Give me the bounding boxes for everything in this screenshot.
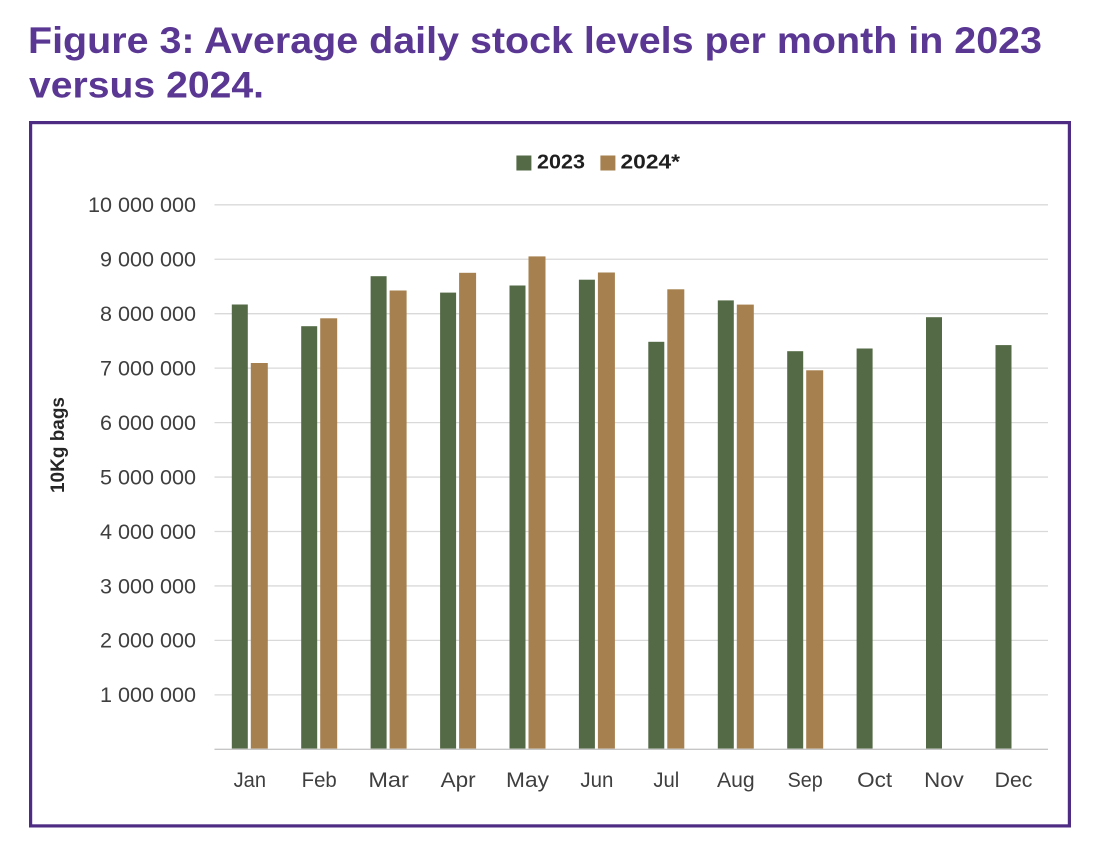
svg-text:4 000 000: 4 000 000: [100, 520, 196, 544]
svg-text:Sep: Sep: [788, 768, 823, 792]
svg-text:10 000 000: 10 000 000: [88, 193, 196, 217]
svg-text:1 000 000: 1 000 000: [100, 683, 196, 707]
svg-text:8 000 000: 8 000 000: [100, 302, 196, 326]
svg-text:10Kg bags: 10Kg bags: [47, 397, 69, 493]
svg-text:Oct: Oct: [857, 768, 892, 792]
svg-text:Apr: Apr: [441, 768, 476, 792]
svg-text:5 000 000: 5 000 000: [100, 465, 196, 489]
svg-text:2023: 2023: [537, 151, 585, 174]
svg-text:Jun: Jun: [580, 768, 613, 792]
svg-text:Feb: Feb: [302, 768, 337, 792]
svg-text:3 000 000: 3 000 000: [100, 574, 196, 598]
svg-text:Mar: Mar: [368, 768, 409, 792]
svg-text:6 000 000: 6 000 000: [100, 411, 196, 435]
svg-text:2 000 000: 2 000 000: [100, 629, 196, 653]
svg-text:Figure 3: Average daily stock: Figure 3: Average daily stock levels per…: [28, 20, 1042, 61]
svg-text:7 000 000: 7 000 000: [100, 357, 196, 381]
svg-text:Jul: Jul: [653, 768, 679, 792]
svg-text:Dec: Dec: [995, 768, 1033, 792]
svg-text:May: May: [506, 768, 549, 792]
svg-text:Jan: Jan: [234, 768, 266, 792]
svg-text:2024*: 2024*: [621, 151, 681, 174]
svg-text:Nov: Nov: [924, 768, 964, 792]
svg-text:9 000 000: 9 000 000: [100, 248, 196, 272]
svg-text:Aug: Aug: [717, 768, 755, 792]
svg-text:versus 2024.: versus 2024.: [29, 65, 264, 106]
